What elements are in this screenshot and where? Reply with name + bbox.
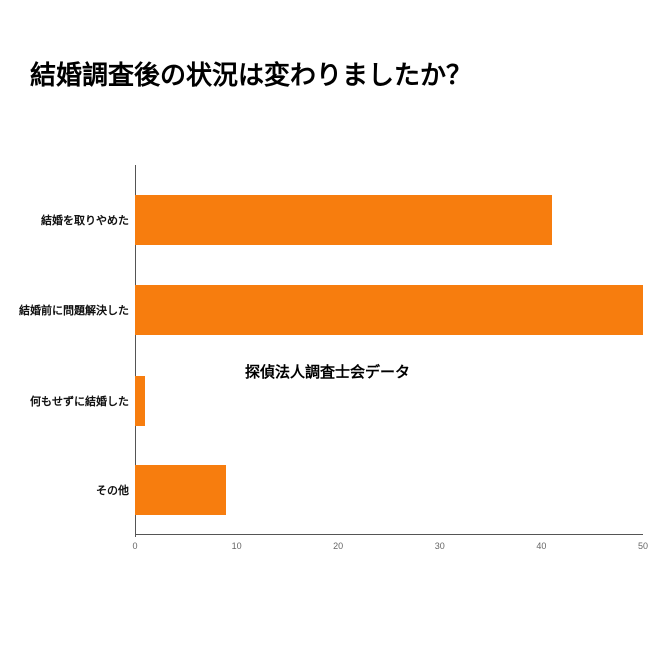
- bar-row: その他: [135, 465, 643, 515]
- bar-row: 結婚を取りやめた: [135, 195, 643, 245]
- bar-row: 何もせずに結婚した: [135, 376, 643, 426]
- category-label: その他: [96, 482, 129, 498]
- x-tick-label: 20: [333, 541, 343, 551]
- category-label: 何もせずに結婚した: [30, 393, 129, 409]
- bar: [135, 376, 145, 426]
- x-tick-label: 50: [638, 541, 648, 551]
- category-label: 結婚前に問題解決した: [19, 302, 129, 318]
- x-tick-label: 30: [435, 541, 445, 551]
- x-tick-label: 40: [536, 541, 546, 551]
- bar-row: 結婚前に問題解決した: [135, 285, 643, 335]
- bar: [135, 285, 643, 335]
- bar: [135, 465, 226, 515]
- x-tick-label: 10: [232, 541, 242, 551]
- chart-plot-area: 探偵法人調査士会データ 結婚を取りやめた結婚前に問題解決した何もせずに結婚したそ…: [135, 165, 643, 535]
- chart-title: 結婚調査後の状況は変わりましたか？: [30, 55, 472, 92]
- category-label: 結婚を取りやめた: [41, 212, 129, 228]
- x-axis: [135, 534, 643, 535]
- x-tick-label: 0: [132, 541, 137, 551]
- bar: [135, 195, 552, 245]
